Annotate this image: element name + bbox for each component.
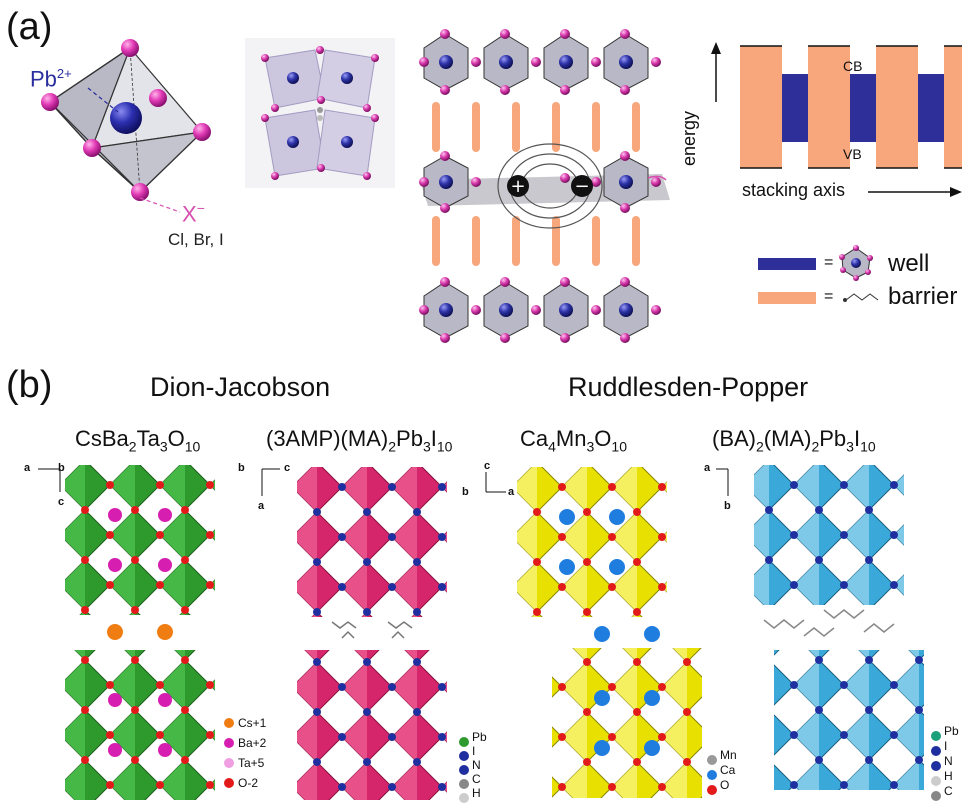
axes-indicator-s3 (485, 472, 506, 493)
perovskite-3d-cell (245, 38, 395, 188)
legend-barrier-swatch (758, 292, 816, 304)
legend-h-s4: H (944, 769, 953, 783)
legend-barrier-label: barrier (888, 283, 958, 310)
legend-dots-s4 (931, 731, 941, 801)
legend-cs: Cs+1 (238, 716, 267, 730)
formula-ba2-ma2pb3i10: (BA)2(MA)2Pb3I10 (712, 426, 876, 455)
legend-ca: Ca (720, 763, 736, 777)
legend-well-label: well (888, 250, 930, 277)
halide-species-text: Cl, Br, I (168, 230, 224, 249)
legend-i-s4: I (944, 739, 948, 753)
legend-c-s2: C (472, 772, 481, 786)
stacking-axis-arrow (868, 187, 962, 197)
formula-ca4mn3o10: Ca4Mn3O10 (520, 426, 627, 455)
axis-b-s3: b (462, 486, 469, 498)
axis-c-s2: c (284, 462, 291, 474)
legend-pb-s2: Pb (472, 730, 487, 744)
axis-a-s1: a (24, 462, 31, 474)
axes-indicator-s2 (261, 468, 280, 496)
axis-b-s1: b (58, 462, 65, 474)
legend-h-s2: H (472, 786, 481, 800)
legend-dots-s2 (459, 737, 469, 803)
axis-c-s3: c (484, 460, 491, 472)
formula-3amp-ma2pb3i10: (3AMP)(MA)2Pb3I10 (266, 426, 453, 455)
axis-a-s4: a (704, 462, 711, 474)
dion-jacobson-title: Dion-Jacobson (150, 372, 331, 402)
panel-a-label: (a) (6, 6, 53, 48)
stacking-axis-label: stacking axis (742, 180, 846, 200)
structure-csba2ta3o10 (65, 465, 215, 800)
legend-ta: Ta+5 (238, 756, 265, 770)
formula-csba2ta3o10: CsBa2Ta3O10 (75, 426, 201, 455)
legend-n-s4: N (944, 754, 953, 768)
energy-axis-label: energy (679, 110, 699, 166)
energy-axis-arrow (711, 42, 721, 102)
legend-dots-s3 (707, 755, 717, 795)
structure-3amp-ma2pb3i10 (297, 467, 447, 800)
axis-b-s2: b (238, 462, 245, 474)
legend-octahedron-icon (839, 245, 873, 281)
axis-b-s4: b (724, 500, 731, 512)
legend-ligand-icon (843, 293, 879, 302)
legend-well-swatch (758, 258, 816, 270)
axes-indicator-s1 (38, 468, 61, 492)
halide-anion-label: X− (182, 200, 205, 227)
legend-pb-s4: Pb (944, 724, 959, 738)
axis-a-s3: a (508, 486, 515, 498)
legend-dots-s1 (224, 718, 234, 788)
axes-indicator-s4 (716, 468, 729, 496)
conduction-band-label: CB (843, 58, 863, 74)
octahedron-diagram (41, 39, 211, 213)
legend-barrier-equals: = (824, 288, 834, 305)
axis-a-s2: a (258, 500, 265, 512)
legend-ba: Ba+2 (238, 736, 267, 750)
panel-b-label: (b) (6, 364, 53, 406)
valence-band-label: VB (843, 146, 862, 162)
axis-c-s1: c (58, 496, 65, 508)
pb-cation-label: Pb2+ (30, 66, 72, 92)
legend-o-s3: O (720, 778, 730, 792)
legend-mn: Mn (720, 748, 737, 762)
legend-c-s4: C (944, 784, 953, 798)
svg-text:+: + (510, 176, 525, 197)
legend-o: O-2 (238, 776, 259, 790)
ruddlesden-popper-title: Ruddlesden-Popper (568, 372, 809, 402)
quantum-well-band-diagram (740, 45, 962, 169)
legend-i-s2: I (472, 744, 476, 758)
structure-ca4mn3o10 (517, 467, 702, 798)
legend-n-s2: N (472, 758, 481, 772)
layered-quantum-well-structure: + − (419, 29, 670, 343)
legend-well-equals: = (824, 254, 834, 271)
structure-ba2-ma2pb3i10 (754, 465, 924, 790)
svg-text:−: − (574, 176, 589, 197)
